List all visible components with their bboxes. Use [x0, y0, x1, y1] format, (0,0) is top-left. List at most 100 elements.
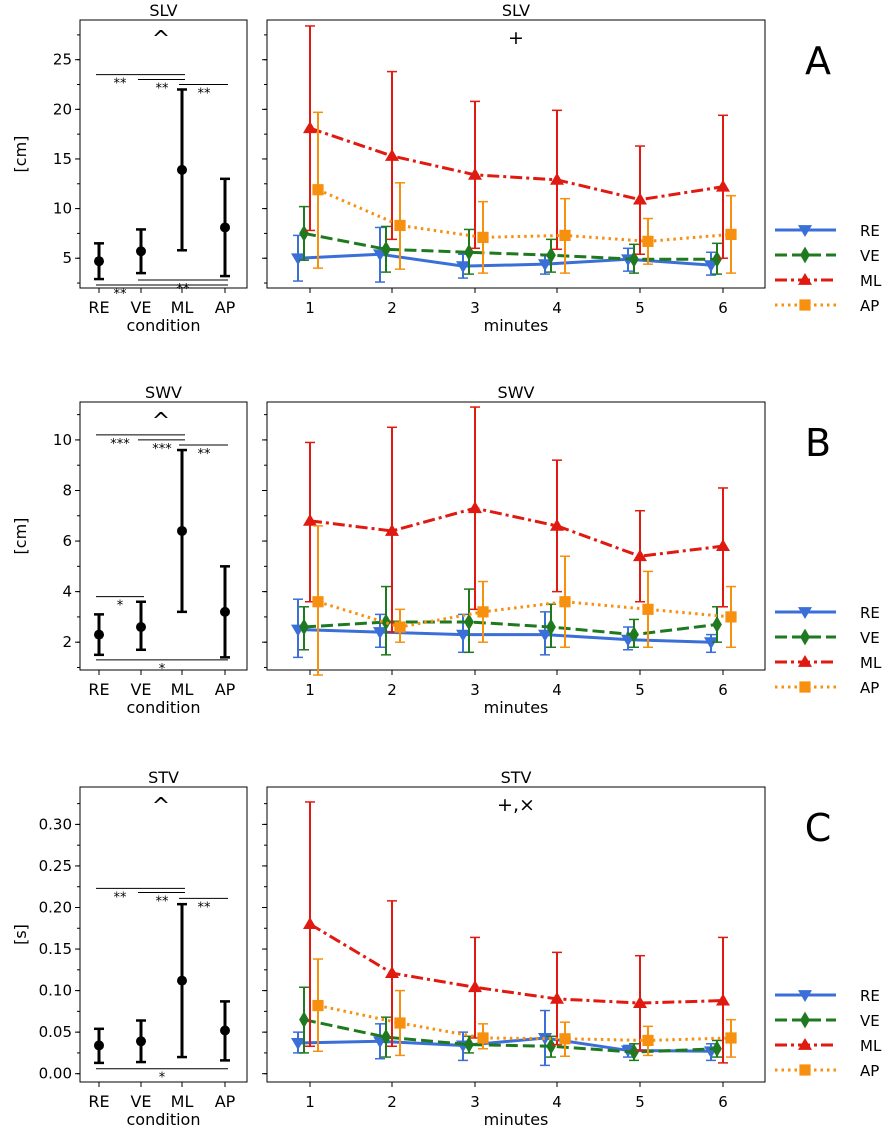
anova-marker: ^ — [152, 794, 170, 819]
x-axis-label: condition — [127, 1110, 201, 1129]
legend-label: AP — [860, 679, 879, 697]
y-tick-label: 2 — [62, 633, 72, 651]
x-tick-label: 3 — [470, 1093, 480, 1111]
y-axis-label: [cm] — [11, 136, 30, 173]
legend-label: AP — [860, 1062, 879, 1080]
data-point — [716, 179, 730, 192]
data-point — [468, 980, 482, 993]
series-line — [317, 1004, 732, 1042]
data-point — [559, 229, 571, 241]
summary-point — [177, 975, 187, 986]
data-point — [477, 1032, 489, 1044]
summary-frame — [79, 401, 248, 671]
legend-marker — [799, 1064, 811, 1076]
x-tick-label: 1 — [305, 299, 315, 317]
data-point — [559, 596, 571, 608]
x-tick-label: ML — [171, 680, 194, 699]
series-line — [309, 506, 724, 558]
data-point — [559, 1033, 571, 1045]
data-point — [725, 228, 737, 240]
data-point — [299, 618, 309, 636]
data-point — [725, 1032, 737, 1044]
data-point — [477, 606, 489, 618]
anova-marker: ^ — [152, 409, 170, 434]
x-tick-label: RE — [88, 1092, 109, 1111]
legend-label: ML — [860, 654, 882, 672]
significance-label: ** — [156, 895, 170, 910]
summary-point — [136, 622, 146, 633]
summary-point — [94, 256, 104, 267]
data-point — [704, 637, 718, 650]
data-point — [468, 167, 482, 180]
time-plot: 1 2 3 4 5 6 minutes STV +,× — [266, 768, 766, 1129]
legend-marker — [800, 246, 810, 264]
y-axis-label: [s] — [11, 924, 30, 945]
data-point — [456, 629, 470, 642]
legend-label: RE — [860, 222, 880, 240]
panel-letter: B — [805, 421, 831, 465]
x-tick-label: 6 — [718, 299, 728, 317]
series-line — [317, 600, 732, 629]
data-point — [716, 993, 730, 1006]
legend-label: RE — [860, 604, 880, 622]
data-point — [394, 621, 406, 633]
significance-label: ** — [114, 890, 128, 905]
data-point — [381, 1028, 391, 1046]
legend-marker — [798, 273, 812, 285]
x-tick-label: 4 — [552, 681, 562, 699]
legend-label: VE — [860, 629, 880, 647]
data-point — [464, 243, 474, 261]
series-line — [297, 628, 712, 644]
data-point — [642, 603, 654, 615]
x-tick-label: RE — [88, 298, 109, 317]
summary-point — [177, 164, 187, 175]
data-point — [312, 596, 324, 608]
y-tick-label: 10 — [53, 431, 72, 449]
series-ML — [303, 406, 730, 633]
data-point — [629, 1043, 639, 1061]
time-frame — [266, 786, 766, 1083]
legend-marker — [798, 655, 812, 667]
x-axis-label: condition — [127, 698, 201, 717]
x-tick-label: VE — [130, 680, 151, 699]
data-point — [291, 1038, 305, 1050]
significance-label: * — [117, 599, 124, 614]
legend-marker — [798, 225, 812, 237]
summary-frame — [79, 19, 248, 289]
y-tick-label: 5 — [62, 249, 72, 267]
significance-label: *** — [110, 437, 130, 452]
series-line — [303, 1018, 718, 1054]
panel-letter: C — [805, 806, 832, 850]
data-point — [550, 172, 564, 185]
y-tick-label: 0.00 — [39, 1065, 72, 1083]
data-point — [303, 121, 317, 134]
data-point — [712, 616, 722, 633]
significance-label: *** — [152, 442, 172, 457]
panel-letter: A — [805, 39, 831, 83]
y-tick-label: 4 — [62, 583, 72, 601]
legend-marker — [798, 990, 812, 1002]
summary-title: SLV — [149, 1, 177, 20]
series-line — [297, 252, 712, 268]
data-point — [385, 148, 399, 161]
time-title: SWV — [498, 383, 535, 402]
x-tick-label: AP — [215, 298, 236, 317]
summary-plot: 0.00 0.05 0.10 0.15 0.20 0.25 0.30 [s] RE VE ML AP c… — [11, 768, 248, 1129]
data-point — [642, 1034, 654, 1047]
data-point — [394, 219, 406, 232]
series-AP — [312, 958, 737, 1058]
y-tick-label: 0.30 — [39, 815, 72, 833]
x-tick-label: 4 — [552, 1093, 562, 1111]
data-point — [456, 261, 470, 274]
x-axis-label: minutes — [484, 1110, 549, 1129]
x-tick-label: 2 — [387, 681, 397, 699]
posthoc-marker: +,× — [497, 794, 535, 816]
data-point — [642, 235, 654, 247]
x-tick-label: AP — [215, 1092, 236, 1111]
series-RE — [291, 598, 718, 659]
x-tick-label: RE — [88, 680, 109, 699]
data-point — [385, 966, 399, 979]
legend-marker — [798, 607, 812, 619]
